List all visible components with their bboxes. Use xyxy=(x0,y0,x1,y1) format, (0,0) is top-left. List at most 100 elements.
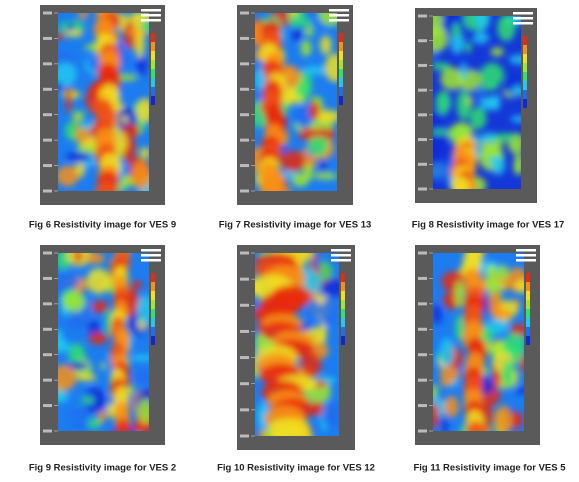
colorbar-step xyxy=(151,300,155,309)
tick-label xyxy=(418,89,427,92)
contour-blob xyxy=(308,136,328,157)
colorbar-step xyxy=(341,309,345,318)
contour-blob xyxy=(470,107,487,129)
contour-blob xyxy=(301,40,312,57)
contour-blob xyxy=(492,156,505,175)
tick-label xyxy=(240,408,249,411)
tick-label xyxy=(43,62,52,65)
resistivity-figure xyxy=(415,243,540,445)
tick-label xyxy=(43,277,52,280)
colorbar-step xyxy=(341,336,345,345)
colorbar-step xyxy=(341,318,345,327)
tick-label xyxy=(240,356,249,359)
contour-blob xyxy=(140,147,150,159)
tick-label xyxy=(418,188,427,191)
colorbar-step xyxy=(151,42,155,51)
tick-label xyxy=(240,382,249,385)
colorbar-step xyxy=(523,54,527,63)
legend-swatch xyxy=(329,9,349,12)
tick-label xyxy=(43,404,52,407)
contour-blob xyxy=(313,172,337,179)
colorbar-step xyxy=(341,327,345,336)
figure-page: Fig 6 Resistivity image for VES 9Fig 7 R… xyxy=(0,0,579,482)
tick-label xyxy=(240,88,249,91)
contour-blob xyxy=(493,94,500,111)
contour-blob xyxy=(131,160,151,189)
legend-swatch xyxy=(513,12,533,15)
contour-blob xyxy=(466,96,473,108)
contour-blob xyxy=(63,292,86,312)
colorbar-step xyxy=(526,291,530,300)
caption: Fig 6 Resistivity image for VES 9 xyxy=(29,220,176,231)
contour-blob xyxy=(314,255,320,269)
contour-blob xyxy=(309,101,320,120)
tick-label xyxy=(240,139,249,142)
tick-label xyxy=(418,113,427,116)
colorbar-step xyxy=(341,300,345,309)
tick-label xyxy=(43,252,52,255)
contour-blob xyxy=(497,14,515,41)
contour-blob xyxy=(292,27,302,42)
tick-label xyxy=(240,330,249,333)
tick-label xyxy=(418,328,427,331)
colorbar-step xyxy=(151,51,155,60)
contour-blob xyxy=(89,332,108,344)
contour-blob xyxy=(452,22,460,38)
tick-label xyxy=(240,190,249,193)
legend-swatch xyxy=(513,17,533,20)
colorbar-step xyxy=(151,87,155,96)
contour-blob xyxy=(490,47,503,56)
colorbar-step xyxy=(523,63,527,72)
resistivity-plot xyxy=(244,3,345,202)
legend-swatch xyxy=(516,259,536,262)
tick-label xyxy=(418,15,427,18)
tick-label xyxy=(418,302,427,305)
colorbar-step xyxy=(526,336,530,345)
tick-label xyxy=(240,435,249,438)
contour-blob xyxy=(87,268,111,294)
tick-label xyxy=(240,113,249,116)
colorbar-step xyxy=(341,273,345,282)
legend-swatch xyxy=(331,259,351,262)
tick-label xyxy=(240,62,249,65)
colorbar-step xyxy=(526,327,530,336)
colorbar-step xyxy=(523,36,527,45)
contour-blob xyxy=(73,111,84,122)
contour-blob xyxy=(435,91,450,115)
contour-blob xyxy=(470,28,477,38)
resistivity-plot xyxy=(51,0,159,203)
legend-swatch xyxy=(331,254,351,257)
resistivity-figure xyxy=(237,3,353,205)
tick-label xyxy=(240,12,249,15)
tick-label xyxy=(418,39,427,42)
legend-swatch xyxy=(516,254,536,257)
tick-label xyxy=(43,328,52,331)
colorbar-step xyxy=(151,96,155,105)
tick-label xyxy=(43,302,52,305)
tick-label xyxy=(418,163,427,166)
contour-blob xyxy=(432,304,442,324)
tick-label xyxy=(418,138,427,141)
contour-blob xyxy=(485,264,499,291)
colorbar-step xyxy=(339,78,343,87)
tick-label xyxy=(43,88,52,91)
tick-label xyxy=(418,379,427,382)
tick-label xyxy=(43,353,52,356)
colorbar-step xyxy=(523,81,527,90)
colorbar-step xyxy=(151,318,155,327)
colorbar-step xyxy=(151,69,155,78)
contour-blob xyxy=(92,300,107,313)
contour-blob xyxy=(444,396,458,418)
contour-blob xyxy=(280,150,306,172)
legend-swatch xyxy=(141,19,161,22)
contour-blob xyxy=(135,29,145,58)
tick-label xyxy=(418,252,427,255)
contour-blob xyxy=(439,367,459,382)
legend-swatch xyxy=(329,14,349,17)
contour-blob xyxy=(465,42,471,53)
contour-blob xyxy=(480,63,504,87)
contour-blob xyxy=(460,62,467,80)
contour-blob xyxy=(66,86,72,114)
contour-blob xyxy=(304,26,313,36)
colorbar-step xyxy=(151,309,155,318)
